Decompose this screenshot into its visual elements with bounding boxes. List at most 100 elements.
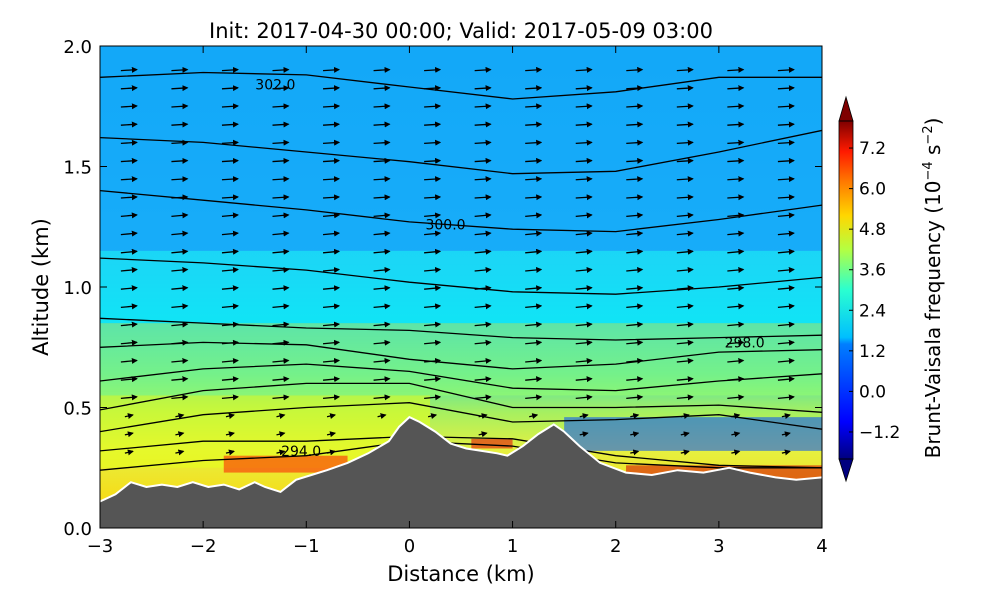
wind-vector bbox=[424, 212, 442, 219]
wind-vector bbox=[322, 139, 341, 146]
wind-vector bbox=[221, 339, 239, 346]
wind-vector bbox=[120, 357, 138, 364]
wind-vector bbox=[727, 139, 745, 146]
colorbar-tick-label: 2.4 bbox=[859, 301, 886, 321]
wind-vector bbox=[777, 230, 795, 237]
wind-vector bbox=[474, 266, 492, 273]
wind-vector bbox=[676, 66, 694, 73]
wind-vector bbox=[525, 285, 543, 292]
wind-vector bbox=[373, 121, 391, 128]
wind-vector bbox=[579, 431, 589, 438]
wind-vector bbox=[373, 176, 391, 183]
wind-vector bbox=[221, 121, 239, 128]
wind-vector bbox=[575, 266, 593, 273]
wind-vector bbox=[272, 212, 290, 219]
wind-vector bbox=[171, 303, 189, 310]
wind-vector bbox=[474, 121, 492, 128]
terrain-edge bbox=[100, 415, 822, 503]
wind-vector bbox=[272, 103, 290, 110]
wind-vector bbox=[626, 103, 644, 110]
wind-vector bbox=[424, 157, 442, 164]
wind-vector bbox=[124, 449, 134, 456]
x-axis: −3 −2 −1 0 1 2 3 4 bbox=[87, 46, 828, 557]
x-tick-label: 4 bbox=[816, 536, 827, 557]
wind-vector bbox=[626, 394, 644, 401]
wind-vector bbox=[120, 103, 138, 110]
wind-vector bbox=[727, 248, 745, 255]
wind-vector bbox=[575, 157, 593, 164]
wind-vector bbox=[221, 285, 239, 292]
wind-vector bbox=[575, 230, 593, 237]
wind-vector bbox=[575, 248, 593, 255]
wind-vector bbox=[626, 66, 644, 73]
wind-vector bbox=[120, 303, 138, 310]
wind-vector bbox=[727, 194, 745, 201]
wind-vector bbox=[120, 376, 138, 383]
wind-vector bbox=[221, 376, 239, 383]
wind-vector bbox=[731, 431, 741, 438]
wind-vector bbox=[525, 394, 543, 401]
colorbar-frame bbox=[838, 120, 854, 460]
wind-vector bbox=[272, 230, 290, 237]
wind-vector bbox=[171, 321, 189, 328]
wind-vector bbox=[120, 266, 138, 273]
wind-vector bbox=[171, 394, 189, 401]
wind-vector bbox=[373, 285, 391, 292]
wind-vector bbox=[272, 194, 290, 201]
wind-vector bbox=[424, 139, 442, 146]
wind-vector bbox=[175, 431, 185, 438]
wind-vector bbox=[377, 413, 387, 419]
x-tick-label: 0 bbox=[404, 536, 415, 557]
isentrope-line bbox=[100, 71, 822, 100]
wind-vector bbox=[221, 357, 239, 364]
field-region bbox=[471, 438, 513, 449]
wind-vector bbox=[373, 376, 391, 383]
wind-vector bbox=[120, 176, 138, 183]
wind-vector bbox=[630, 431, 640, 438]
wind-vector bbox=[676, 121, 694, 128]
wind-vector bbox=[777, 121, 795, 128]
wind-vector bbox=[727, 230, 745, 237]
wind-vector bbox=[777, 357, 795, 364]
wind-vector bbox=[676, 357, 694, 364]
wind-vector bbox=[676, 339, 694, 346]
wind-vector bbox=[272, 176, 290, 183]
wind-vector bbox=[575, 176, 593, 183]
wind-vector bbox=[373, 266, 391, 273]
wind-vector bbox=[525, 103, 543, 110]
wind-vector bbox=[171, 248, 189, 255]
wind-vector bbox=[120, 139, 138, 146]
wind-vector bbox=[225, 413, 235, 419]
wind-vector bbox=[680, 413, 690, 419]
wind-vector bbox=[474, 212, 492, 219]
wind-vector bbox=[424, 339, 442, 346]
wind-vector bbox=[575, 66, 593, 73]
wind-vector bbox=[120, 66, 138, 73]
wind-vector bbox=[221, 176, 239, 183]
wind-vector bbox=[326, 431, 337, 438]
wind-vector bbox=[525, 357, 543, 364]
wind-vector bbox=[474, 285, 492, 292]
wind-vector bbox=[575, 139, 593, 146]
wind-vector bbox=[373, 394, 391, 401]
wind-vector bbox=[221, 266, 239, 273]
wind-vector bbox=[777, 266, 795, 273]
wind-vector bbox=[373, 85, 391, 92]
wind-vector bbox=[777, 139, 795, 146]
wind-vector bbox=[322, 194, 341, 201]
wind-vector bbox=[322, 285, 341, 292]
colorbar-label-exp: −4 bbox=[921, 161, 936, 180]
chart-title: Init: 2017-04-30 00:00; Valid: 2017-05-0… bbox=[209, 19, 713, 43]
wind-vector bbox=[424, 394, 442, 401]
x-tick-label: −1 bbox=[293, 536, 320, 557]
wind-vector bbox=[727, 285, 745, 292]
wind-vector bbox=[171, 194, 189, 201]
wind-vector bbox=[171, 357, 189, 364]
wind-vector bbox=[171, 176, 189, 183]
wind-vector bbox=[626, 157, 644, 164]
wind-vector bbox=[272, 139, 290, 146]
x-tick-label: 2 bbox=[610, 536, 621, 557]
x-axis-label: Distance (km) bbox=[387, 562, 535, 586]
